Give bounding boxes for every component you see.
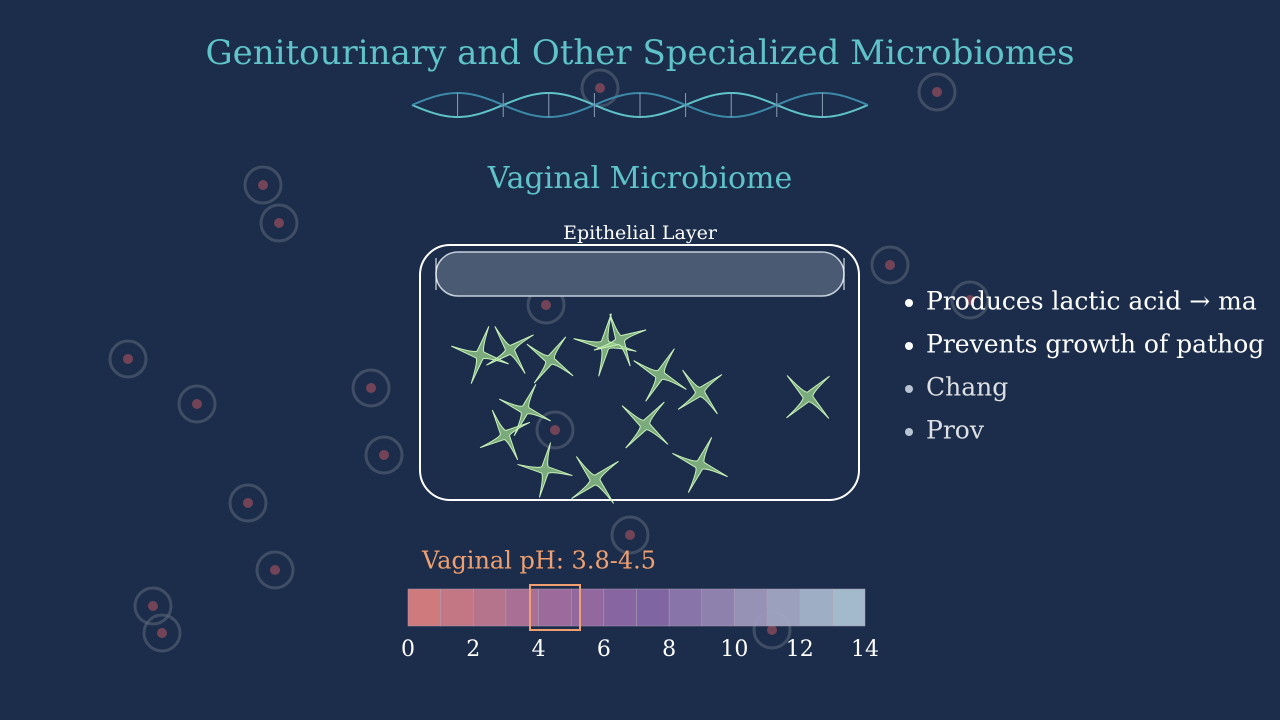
decor-core <box>932 87 942 97</box>
decor-ring <box>177 384 217 424</box>
bacterium <box>498 383 552 437</box>
decor-ring <box>243 165 283 205</box>
decor-core <box>274 218 284 228</box>
ph-tick-label: 12 <box>786 637 814 662</box>
bullet-dot <box>905 342 913 350</box>
decor-core <box>270 565 280 575</box>
bullet-dot <box>905 299 913 307</box>
bacterium <box>633 348 687 402</box>
bullet-dot <box>905 428 913 436</box>
decor-core <box>243 498 253 508</box>
ph-tick-label: 14 <box>851 637 879 662</box>
bacterium <box>571 456 619 504</box>
bullet-text: Produces lactic acid → ma <box>926 287 1257 316</box>
ph-tick-label: 6 <box>597 637 611 662</box>
ph-highlight <box>529 584 581 631</box>
bacterium <box>621 401 669 449</box>
ph-cell <box>701 588 735 627</box>
layer-label: Epithelial Layer <box>563 222 718 244</box>
ph-cell <box>734 588 768 627</box>
decor-core <box>965 295 975 305</box>
decor-core <box>541 300 551 310</box>
decor-core <box>379 450 389 460</box>
ph-tick-label: 4 <box>532 637 546 662</box>
decor-ring <box>917 72 957 112</box>
decor-ring <box>351 368 391 408</box>
ph-cell <box>766 588 800 627</box>
decor-dots <box>108 68 990 653</box>
ph-tick-label: 10 <box>720 637 748 662</box>
bullet-text: Chang <box>926 373 1008 402</box>
decor-ring <box>870 245 910 285</box>
decor-core <box>192 399 202 409</box>
decor-ring <box>142 613 182 653</box>
bacterium <box>573 313 637 377</box>
ph-tick-label: 8 <box>662 637 676 662</box>
ph-tick-label: 0 <box>401 637 415 662</box>
ph-cell <box>473 588 507 627</box>
decor-ring <box>610 515 650 555</box>
ph-label: Vaginal pH: 3.8-4.5 <box>421 547 656 575</box>
decor-ring <box>133 586 173 626</box>
ph-cell <box>799 588 833 627</box>
decor-core <box>767 625 777 635</box>
decor-ring <box>535 410 575 450</box>
decor-core <box>885 260 895 270</box>
ph-cell <box>505 588 539 627</box>
ph-scale: 0 2 4 6 8 10 12 14 <box>401 588 879 662</box>
decor-core <box>625 530 635 540</box>
lactobacilli <box>451 313 830 504</box>
ph-tick-label: 2 <box>466 637 480 662</box>
title: Genitourinary and Other Specialized Micr… <box>205 33 1074 73</box>
ph-cell <box>407 588 441 627</box>
ph-cell <box>668 588 703 627</box>
tissue-box <box>419 244 860 501</box>
decor-core <box>123 354 133 364</box>
dna-helix <box>411 91 869 119</box>
ph-cell <box>636 588 670 627</box>
bacterium <box>593 313 647 367</box>
bullet-text: Prov <box>926 416 985 445</box>
decor-core <box>157 628 167 638</box>
decor-core <box>366 383 376 393</box>
epithelial-layer <box>435 251 845 297</box>
bacterium <box>479 409 531 461</box>
bacterium <box>486 326 534 374</box>
bullet-dot <box>905 385 913 393</box>
bullet-text: Prevents growth of pathog <box>926 330 1264 359</box>
decor-core <box>148 601 158 611</box>
ph-cell <box>538 588 572 627</box>
decor-core <box>258 180 268 190</box>
ph-cell <box>440 588 474 627</box>
decor-ring <box>950 280 990 320</box>
bacterium <box>786 375 830 419</box>
ph-cell <box>570 588 605 627</box>
decor-core <box>595 83 605 93</box>
bacterium <box>451 326 509 384</box>
ph-cell <box>603 588 637 627</box>
decor-ring <box>364 435 404 475</box>
subtitle: Vaginal Microbiome <box>487 161 793 196</box>
decor-ring <box>580 68 620 108</box>
decor-ring <box>259 203 299 243</box>
bacterium <box>677 369 723 415</box>
bacterium <box>526 336 574 384</box>
bacterium <box>517 442 573 498</box>
decor-ring <box>228 483 268 523</box>
decor-ring <box>108 339 148 379</box>
bacterium <box>672 437 728 493</box>
decor-ring <box>255 550 295 590</box>
ph-cell <box>832 588 866 627</box>
decor-core <box>550 425 560 435</box>
bullet-list: Produces lactic acid → ma Prevents growth… <box>905 287 1264 445</box>
